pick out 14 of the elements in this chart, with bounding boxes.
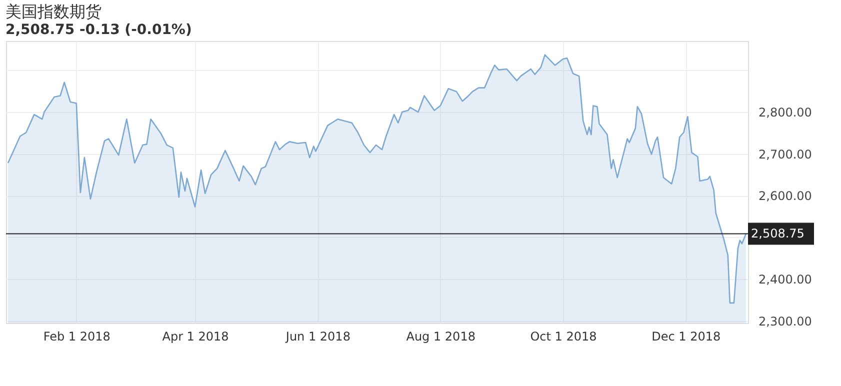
x-tick-label: Feb 1 2018 <box>43 330 110 344</box>
chart-subtitle: 2,508.75 -0.13 (-0.01%) <box>6 22 192 38</box>
y-tick-label: 2,600.00 <box>758 189 812 204</box>
y-tick-label: 2,400.00 <box>758 272 812 287</box>
chart-title: 美国指数期货 <box>6 2 102 21</box>
ref-line-label: 2,508.75 <box>751 226 804 241</box>
y-tick-label: 2,700.00 <box>758 147 812 162</box>
x-tick-label: Oct 1 2018 <box>530 330 597 344</box>
x-tick-label: Apr 1 2018 <box>162 330 229 344</box>
x-tick-label: Dec 1 2018 <box>652 330 721 344</box>
y-tick-label: 2,300.00 <box>758 314 812 328</box>
x-tick-label: Aug 1 2018 <box>406 330 476 344</box>
y-tick-label: 2,800.00 <box>758 106 812 120</box>
x-tick-label: Jun 1 2018 <box>284 330 350 344</box>
